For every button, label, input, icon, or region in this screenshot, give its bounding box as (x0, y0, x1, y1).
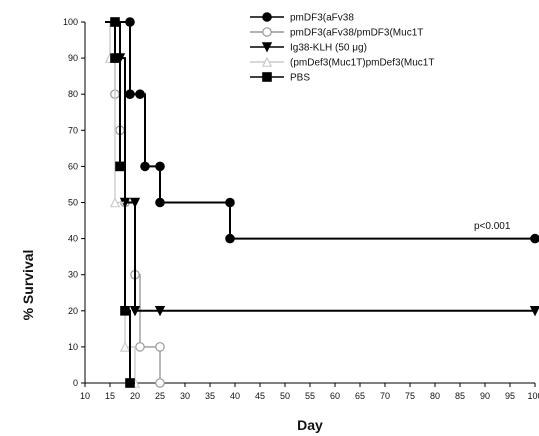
y-tick-label: 50 (68, 198, 78, 208)
x-tick-label: 80 (430, 391, 440, 401)
x-tick-label: 75 (405, 391, 415, 401)
data-point (129, 197, 141, 209)
legend-entry: (pmDef3(Muc1T)pmDef3(Muc1T (250, 56, 434, 69)
data-point (125, 89, 135, 99)
y-axis-title: % Survival (20, 250, 36, 321)
data-point (154, 306, 166, 317)
data-point (110, 17, 120, 27)
data-point (225, 197, 235, 208)
x-tick-label: 45 (255, 391, 265, 401)
legend-label: (pmDef3(Muc1T)pmDef3(Muc1T (290, 58, 434, 69)
x-tick-label: 55 (305, 391, 315, 401)
x-axis-ticks: 10 15 20 25 30 35 40 45 50 55 60 65 70 75 80 85 90 95 100 (80, 383, 539, 401)
data-point (119, 341, 131, 352)
legend-entry: PBS (250, 72, 310, 84)
y-tick-label: 90 (68, 53, 78, 63)
x-tick-label: 25 (155, 391, 165, 401)
series-line (105, 21, 535, 312)
x-tick-label: 35 (205, 391, 215, 401)
x-tick-label: 65 (355, 391, 365, 401)
data-point (125, 378, 135, 388)
x-tick-label: 95 (505, 391, 515, 401)
y-tick-label: 100 (63, 17, 78, 27)
data-point (129, 306, 141, 317)
y-tick-label: 80 (68, 89, 78, 99)
data-point (530, 233, 539, 244)
series-layer (104, 17, 539, 388)
x-tick-label: 40 (230, 391, 240, 401)
x-tick-label: 10 (80, 391, 90, 401)
legend-marker (261, 56, 273, 67)
y-tick-label: 30 (68, 270, 78, 280)
y-tick-label: 60 (68, 161, 78, 171)
data-point (135, 89, 145, 99)
legend-label: PBS (290, 73, 310, 84)
legend-label: pmDF3(aFv38 (290, 13, 354, 24)
y-tick-label: 40 (68, 234, 78, 244)
x-tick-label: 15 (105, 391, 115, 401)
y-tick-label: 20 (68, 306, 78, 316)
y-axis-ticks: 0 10 20 30 40 50 60 70 80 90 100 (63, 17, 85, 388)
legend-entry: pmDF3(aFv38/pmDF3(Muc1T (250, 27, 423, 39)
data-point (120, 306, 130, 316)
x-tick-label: 20 (130, 391, 140, 401)
legend-label: pmDF3(aFv38/pmDF3(Muc1T (290, 28, 423, 39)
data-point (225, 233, 235, 244)
x-tick-label: 85 (455, 391, 465, 401)
data-point (155, 161, 165, 172)
x-tick-label: 90 (480, 391, 490, 401)
legend-marker (262, 27, 272, 37)
data-point (135, 342, 145, 352)
data-point (115, 161, 125, 172)
y-tick-label: 0 (73, 378, 78, 388)
x-tick-label: 100 (527, 391, 539, 401)
legend-entry: pmDF3(aFv38 (250, 12, 354, 24)
series-line (105, 21, 535, 240)
data-point (155, 197, 165, 208)
data-point (155, 342, 165, 352)
legend-marker (262, 72, 272, 82)
x-tick-label: 70 (380, 391, 390, 401)
annotation-p-value: p<0.001 (474, 221, 511, 232)
data-point (125, 17, 135, 27)
x-axis-title: Day (297, 417, 323, 433)
legend-marker (262, 12, 272, 22)
legend-label: Ig38-KLH (50 μg) (290, 43, 367, 54)
x-tick-label: 60 (330, 391, 340, 401)
x-tick-label: 50 (280, 391, 290, 401)
legend: pmDF3(aFv38 pmDF3(aFv38/pmDF3(Muc1T Ig38-K… (250, 12, 434, 84)
data-point (110, 53, 120, 63)
data-point (155, 378, 165, 388)
data-point (140, 161, 150, 172)
legend-entry: Ig38-KLH (50 μg) (250, 42, 367, 54)
y-tick-label: 10 (68, 342, 78, 352)
series-1 (105, 17, 539, 244)
y-tick-label: 70 (68, 125, 78, 135)
x-tick-label: 30 (180, 391, 190, 401)
series-5 (105, 17, 135, 388)
legend-marker (261, 42, 273, 53)
data-point (529, 306, 539, 317)
data-point (109, 196, 121, 208)
